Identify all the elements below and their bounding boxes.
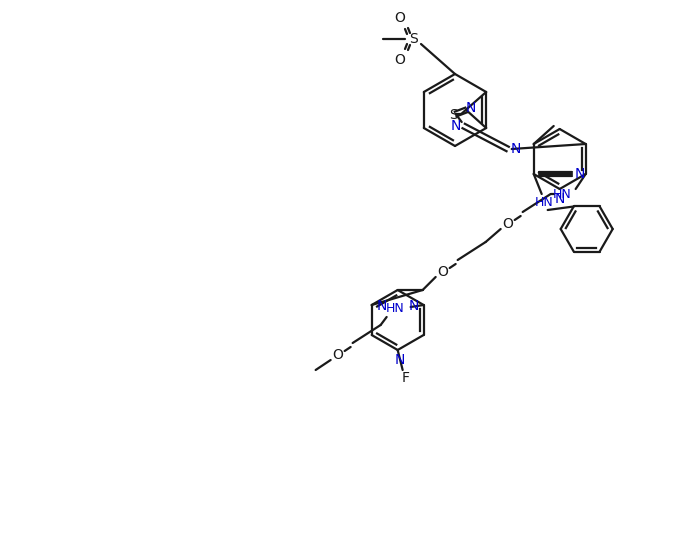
Text: N: N — [408, 299, 419, 313]
Text: HN: HN — [534, 195, 553, 208]
Text: N: N — [394, 353, 405, 367]
Text: N: N — [466, 101, 476, 115]
Text: O: O — [437, 265, 448, 279]
Text: HN: HN — [386, 302, 404, 316]
Text: O: O — [502, 217, 513, 231]
Text: N: N — [554, 192, 565, 206]
Text: HN: HN — [552, 188, 571, 201]
Text: F: F — [402, 371, 410, 385]
Text: N: N — [574, 167, 585, 181]
Text: S: S — [449, 108, 458, 122]
Text: O: O — [394, 53, 405, 67]
Text: S: S — [409, 32, 417, 46]
Text: N: N — [377, 299, 387, 313]
Text: N: N — [510, 142, 521, 156]
Text: O: O — [332, 348, 343, 362]
Text: O: O — [394, 11, 405, 25]
Text: N: N — [451, 119, 461, 133]
